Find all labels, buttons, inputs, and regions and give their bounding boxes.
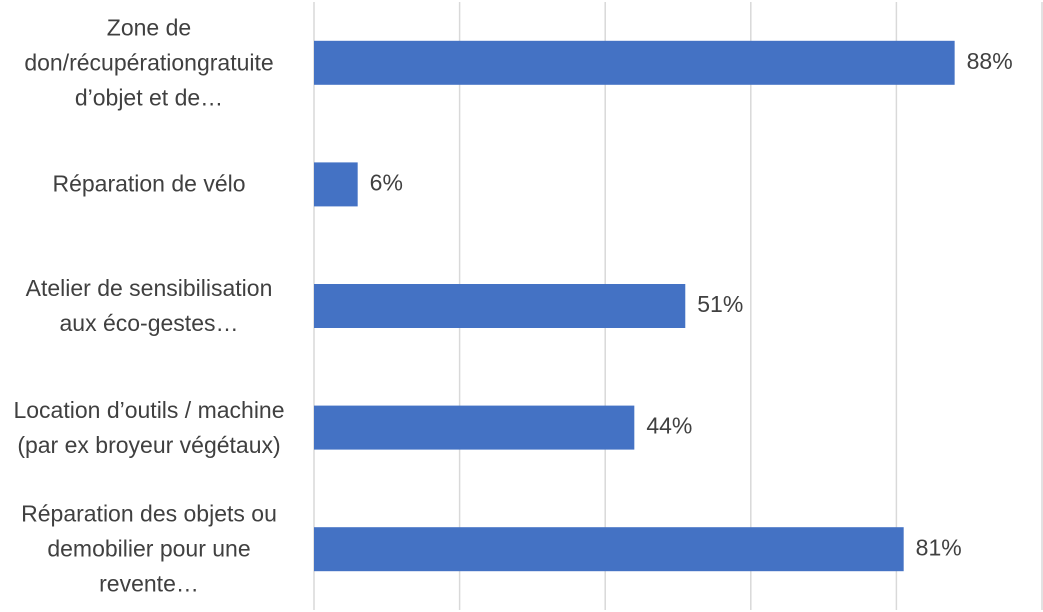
y-tick-label: Location d’outils / machine (par ex broy…: [13, 396, 285, 458]
data-label: 51%: [697, 291, 743, 317]
bar: [314, 284, 686, 328]
data-label: 44%: [646, 413, 692, 439]
data-label: 88%: [967, 48, 1013, 74]
data-label: 81%: [916, 534, 962, 560]
y-tick-label: Réparation des objets ou demobilier pour…: [21, 500, 277, 597]
y-tick-label: Atelier de sensibilisation aux éco-geste…: [25, 275, 273, 336]
bar: [314, 527, 904, 572]
bar: [314, 40, 955, 85]
y-tick-label: Zone de don/récupérationgratuite d’objet…: [24, 14, 274, 111]
data-label: 6%: [370, 169, 403, 195]
bar: [314, 405, 635, 450]
y-tick-label: Réparation de vélo: [52, 170, 246, 197]
bar: [314, 162, 358, 207]
